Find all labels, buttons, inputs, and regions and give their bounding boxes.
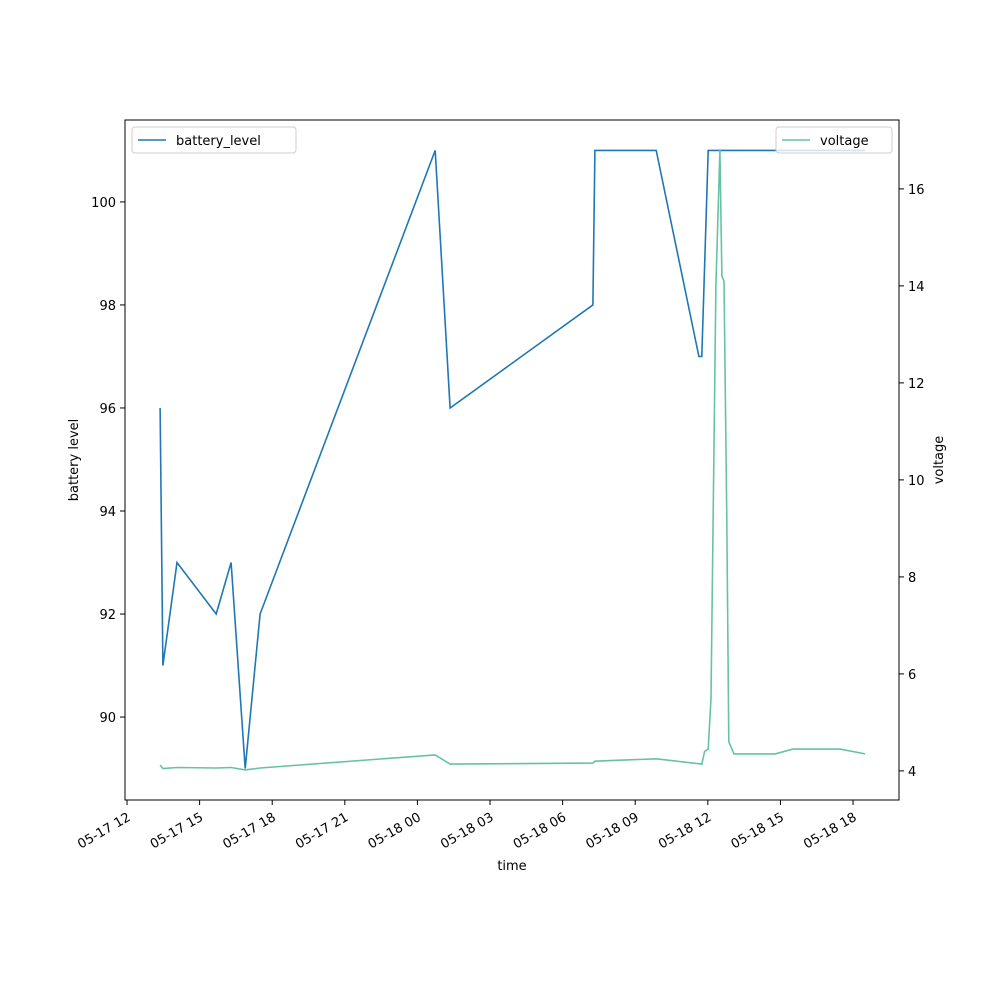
line xyxy=(159,149,866,769)
legend-box xyxy=(775,126,893,154)
x-tick-label: 05-18 09 xyxy=(583,810,641,852)
y-axis-label: battery level xyxy=(67,419,82,502)
x-tick-label: 05-18 18 xyxy=(801,810,859,852)
line xyxy=(159,150,866,771)
y2-tick-label: 6 xyxy=(908,668,916,683)
x-tick-label: 05-18 15 xyxy=(729,810,787,852)
legend-label: battery_level xyxy=(176,134,261,149)
x-axis-label: time xyxy=(497,859,526,874)
y-tick-label: 98 xyxy=(99,299,116,314)
y2-axis-label: voltage xyxy=(932,436,947,485)
legend-box xyxy=(131,126,297,154)
x-tick-label: 05-18 06 xyxy=(511,810,569,852)
legend: voltage xyxy=(775,126,893,154)
y2-tick-label: 16 xyxy=(908,183,925,198)
y-tick-label: 94 xyxy=(99,505,116,520)
x-tick-label: 05-17 21 xyxy=(293,810,351,852)
legend: battery_level xyxy=(131,126,297,154)
y-tick-label: 96 xyxy=(99,402,116,417)
x-tick-label: 05-17 18 xyxy=(220,810,278,852)
y-tick-label: 92 xyxy=(99,608,116,623)
y-tick-label: 100 xyxy=(91,196,116,211)
y2-tick-label: 8 xyxy=(908,571,916,586)
x-tick-label: 05-17 15 xyxy=(148,810,206,852)
x-tick-label: 05-18 00 xyxy=(366,810,424,852)
y-tick-label: 90 xyxy=(99,711,116,726)
y2-tick-label: 14 xyxy=(908,280,925,295)
x-tick-label: 05-18 03 xyxy=(438,810,496,852)
y2-tick-label: 10 xyxy=(908,474,925,489)
x-tick-label: 05-18 12 xyxy=(656,810,714,852)
x-tick-label: 05-17 12 xyxy=(75,810,133,852)
y2-tick-label: 12 xyxy=(908,377,925,392)
legend-label: voltage xyxy=(820,134,869,149)
plot-frame xyxy=(124,119,900,801)
y2-tick-label: 4 xyxy=(908,765,916,780)
